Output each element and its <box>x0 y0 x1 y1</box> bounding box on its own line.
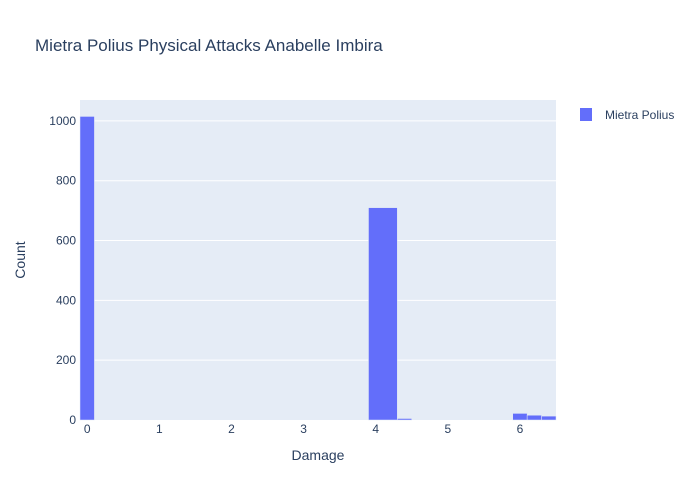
x-tick-label: 6 <box>517 422 524 436</box>
legend-label: Mietra Polius <box>605 108 674 122</box>
x-tick-label: 0 <box>84 422 91 436</box>
y-tick-label: 0 <box>69 413 76 427</box>
x-tick-label: 3 <box>300 422 307 436</box>
histogram-bar[interactable] <box>397 418 413 421</box>
bars-layer <box>79 116 557 421</box>
x-tick-label: 2 <box>228 422 235 436</box>
histogram-bar[interactable] <box>512 413 528 421</box>
histogram-bar[interactable] <box>526 414 542 421</box>
histogram-bar[interactable] <box>79 116 95 421</box>
x-tick-label: 1 <box>156 422 163 436</box>
gridlines <box>80 120 556 361</box>
histogram-bar[interactable] <box>368 207 398 421</box>
y-axis-title: Count <box>12 241 28 278</box>
y-tick-label: 200 <box>56 353 76 367</box>
histogram-bar[interactable] <box>541 415 557 421</box>
legend[interactable]: Mietra Polius <box>580 108 674 122</box>
y-tick-label: 800 <box>56 174 76 188</box>
x-tick-labels: 0 1 2 3 4 5 6 <box>84 422 524 436</box>
x-tick-label: 4 <box>372 422 379 436</box>
y-tick-label: 600 <box>56 234 76 248</box>
legend-swatch <box>580 108 592 121</box>
y-tick-label: 400 <box>56 293 76 307</box>
x-axis-title: Damage <box>292 447 345 463</box>
y-tick-label: 1000 <box>49 114 76 128</box>
y-tick-labels: 0 200 400 600 800 1000 <box>49 114 76 427</box>
x-tick-label: 5 <box>444 422 451 436</box>
plot-area <box>80 100 556 420</box>
chart-title: Mietra Polius Physical Attacks Anabelle … <box>35 36 383 55</box>
